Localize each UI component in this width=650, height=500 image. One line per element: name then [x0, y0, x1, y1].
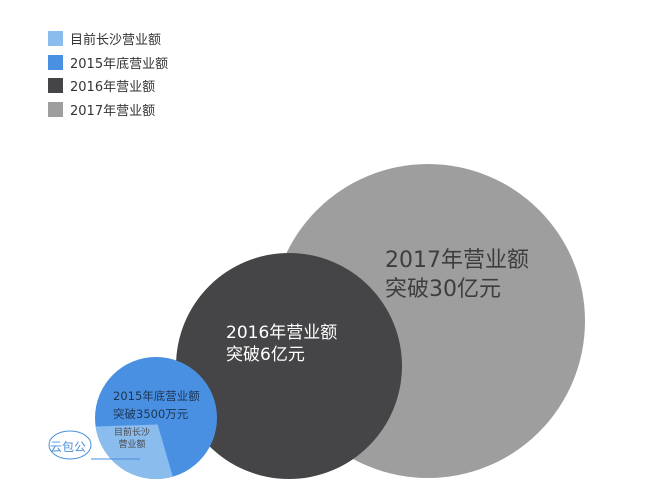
- legend-label-current: 目前长沙营业额: [70, 33, 162, 49]
- bubble-label-2017-value: 突破30亿元: [385, 276, 501, 302]
- legend-swatch-current: [48, 31, 63, 47]
- bubble-label-2017-title: 2017年营业额: [385, 248, 529, 273]
- legend-label-2017: 2017年营业额: [70, 103, 156, 119]
- bubble-label-2016-title: 2016年营业额: [226, 323, 338, 343]
- bubble-current-segment: [95, 424, 173, 479]
- bubble-2016: [176, 253, 402, 479]
- bubble-label-current-line2: 营业额: [118, 439, 146, 450]
- bubble-label-current-line1: 目前长沙: [114, 428, 151, 438]
- legend-swatch-2016: [48, 78, 63, 94]
- bubble-label-2015-value: 突破3500万元: [113, 406, 189, 421]
- legend: 目前长沙营业额 2015年底营业额 2016年营业额 2017年营业额: [48, 27, 168, 121]
- bubble-label-2015-title: 2015年底营业额: [113, 389, 200, 403]
- bubble-label-current: 目前长沙 营业额: [114, 428, 150, 451]
- bubble-label-2016-value: 突破6亿元: [226, 345, 305, 366]
- bubble-label-2017: 2017年营业额 突破30亿元: [385, 247, 529, 304]
- legend-label-2015: 2015年底营业额: [70, 56, 169, 72]
- legend-item-current: 目前长沙营业额: [48, 27, 168, 51]
- legend-swatch-2015: [48, 54, 63, 70]
- legend-item-2017: 2017年营业额: [48, 98, 168, 122]
- bubble-label-2016: 2016年营业额 突破6亿元: [226, 322, 337, 366]
- legend-item-2015: 2015年底营业额: [48, 51, 168, 75]
- bubble-label-2015: 2015年底营业额 突破3500万元: [113, 388, 200, 424]
- legend-label-2016: 2016年营业额: [70, 80, 156, 96]
- legend-item-2016: 2016年营业额: [48, 74, 168, 98]
- brand-logo-icon: [48, 430, 92, 460]
- legend-swatch-2017: [48, 101, 63, 117]
- brand-logo-text: 云包公: [50, 440, 87, 454]
